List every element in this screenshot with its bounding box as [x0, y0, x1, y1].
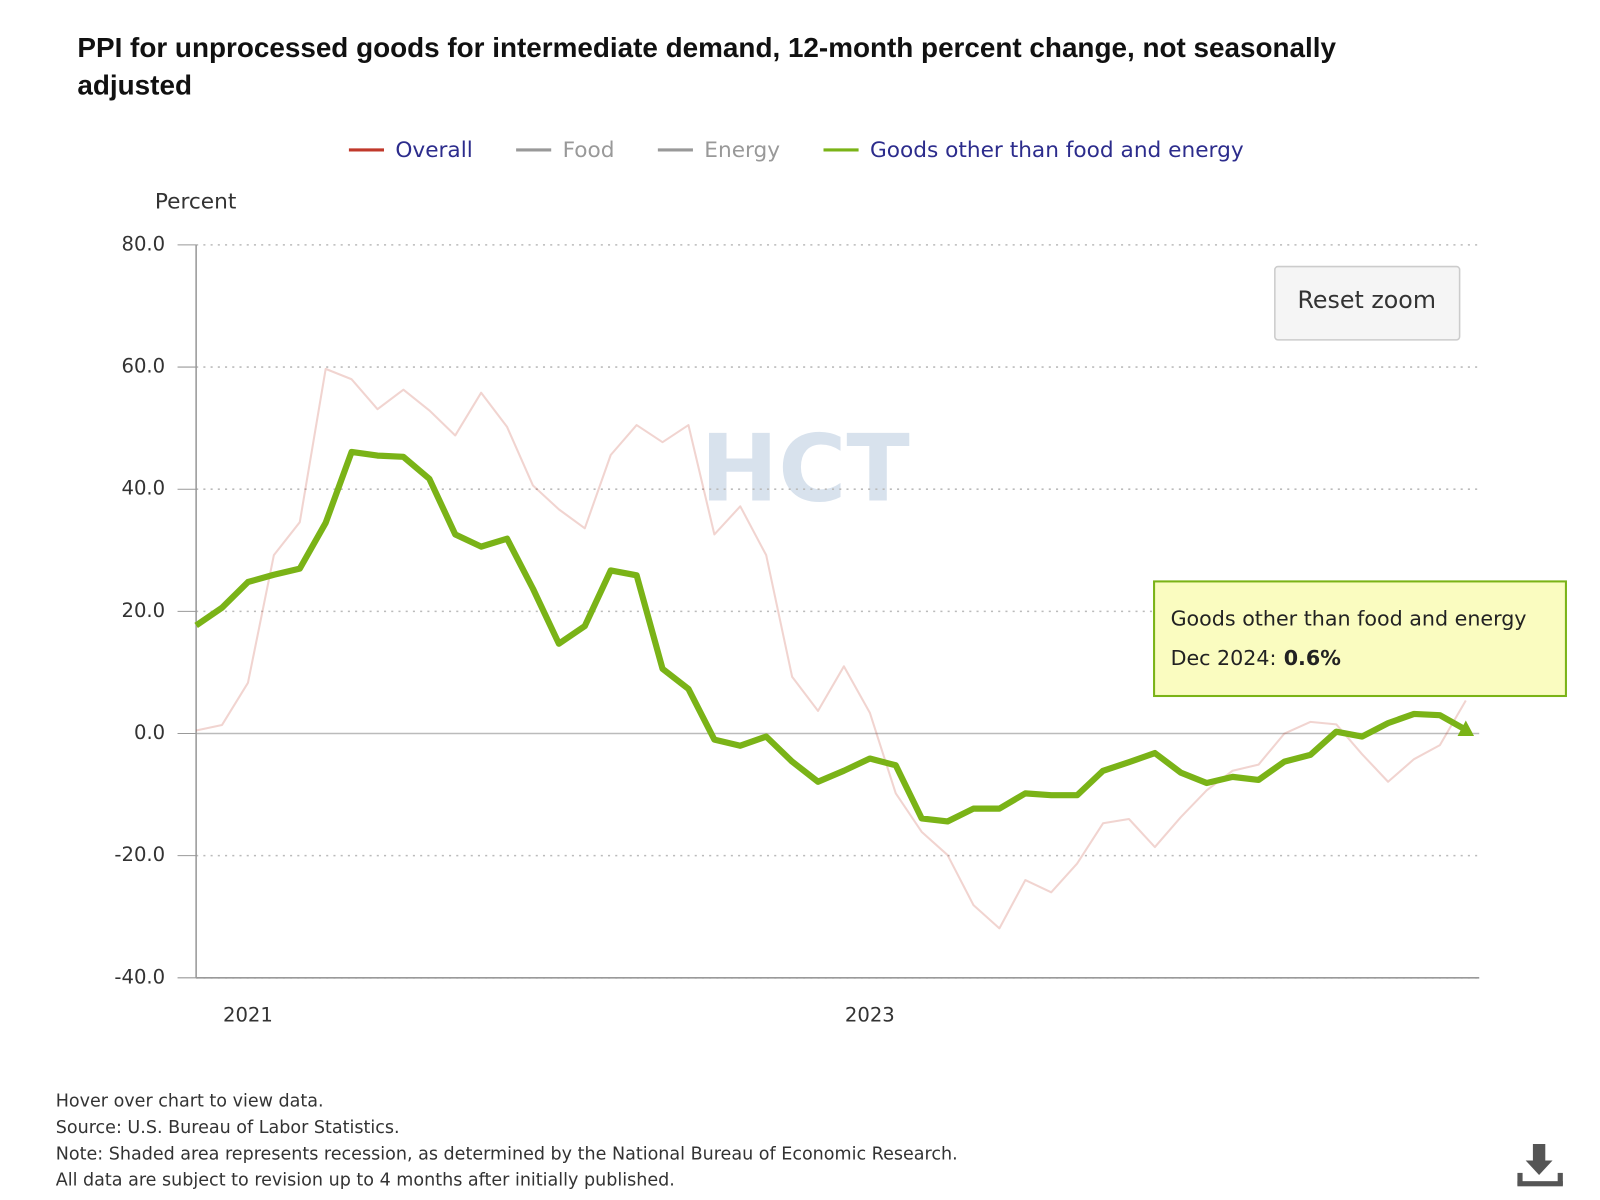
tooltip-series: Goods other than food and energy [1171, 607, 1527, 631]
legend-label: Overall [395, 138, 472, 163]
button-bg [1274, 265, 1461, 341]
download-icon[interactable] [1517, 1144, 1563, 1187]
y-tick-label: 40.0 [121, 477, 165, 500]
legend-item[interactable]: Overall [348, 138, 473, 163]
x-tick-label: 2021 [223, 1003, 273, 1026]
y-tick-label: 20.0 [121, 599, 165, 622]
series-line [194, 448, 1468, 825]
button-label: Reset zoom [1297, 286, 1435, 314]
tooltip: Goods other than food and energy Dec 2024… [1153, 580, 1567, 698]
tooltip-point: Dec 2024: [1171, 646, 1277, 670]
download-tray[interactable] [1517, 1172, 1523, 1186]
x-tick-label: 2023 [845, 1003, 895, 1026]
chart-title: PPI for unprocessed goods for intermedia… [77, 32, 1336, 63]
legend-label: Food [563, 138, 615, 163]
y-tick-label: 80.0 [121, 232, 165, 255]
legend-item[interactable]: Goods other than food and energy [823, 138, 1244, 163]
legend-label: Energy [704, 138, 780, 163]
legend-label: Goods other than food and energy [870, 138, 1244, 163]
watermark: HCT [701, 414, 910, 522]
legend-item[interactable]: Energy [657, 138, 780, 163]
footnote: Hover over chart to view data. [56, 1092, 324, 1112]
download-arrow-head[interactable] [1525, 1160, 1553, 1175]
y-axis-label: Percent [155, 190, 237, 215]
tooltip-value: 0.6% [1284, 646, 1342, 670]
y-tick-label: 0.0 [134, 721, 165, 744]
download-tray[interactable] [1557, 1172, 1563, 1186]
download-tray[interactable] [1517, 1181, 1563, 1187]
hover-marker [1457, 720, 1475, 737]
y-tick-label: -20.0 [114, 843, 165, 866]
chart-title: adjusted [77, 69, 192, 100]
reset-zoom-button[interactable]: Reset zoom [1274, 265, 1461, 341]
footnote: All data are subject to revision up to 4… [56, 1171, 675, 1191]
footnote: Note: Shaded area represents recession, … [56, 1144, 958, 1164]
y-tick-label: -40.0 [114, 965, 165, 988]
y-tick-label: 60.0 [121, 355, 165, 378]
tooltip-bg [1153, 580, 1567, 698]
series-line [195, 367, 1467, 930]
download-arrow-stem[interactable] [1532, 1144, 1546, 1163]
footnote: Source: U.S. Bureau of Labor Statistics. [56, 1118, 400, 1138]
legend-item[interactable]: Food [516, 138, 615, 163]
